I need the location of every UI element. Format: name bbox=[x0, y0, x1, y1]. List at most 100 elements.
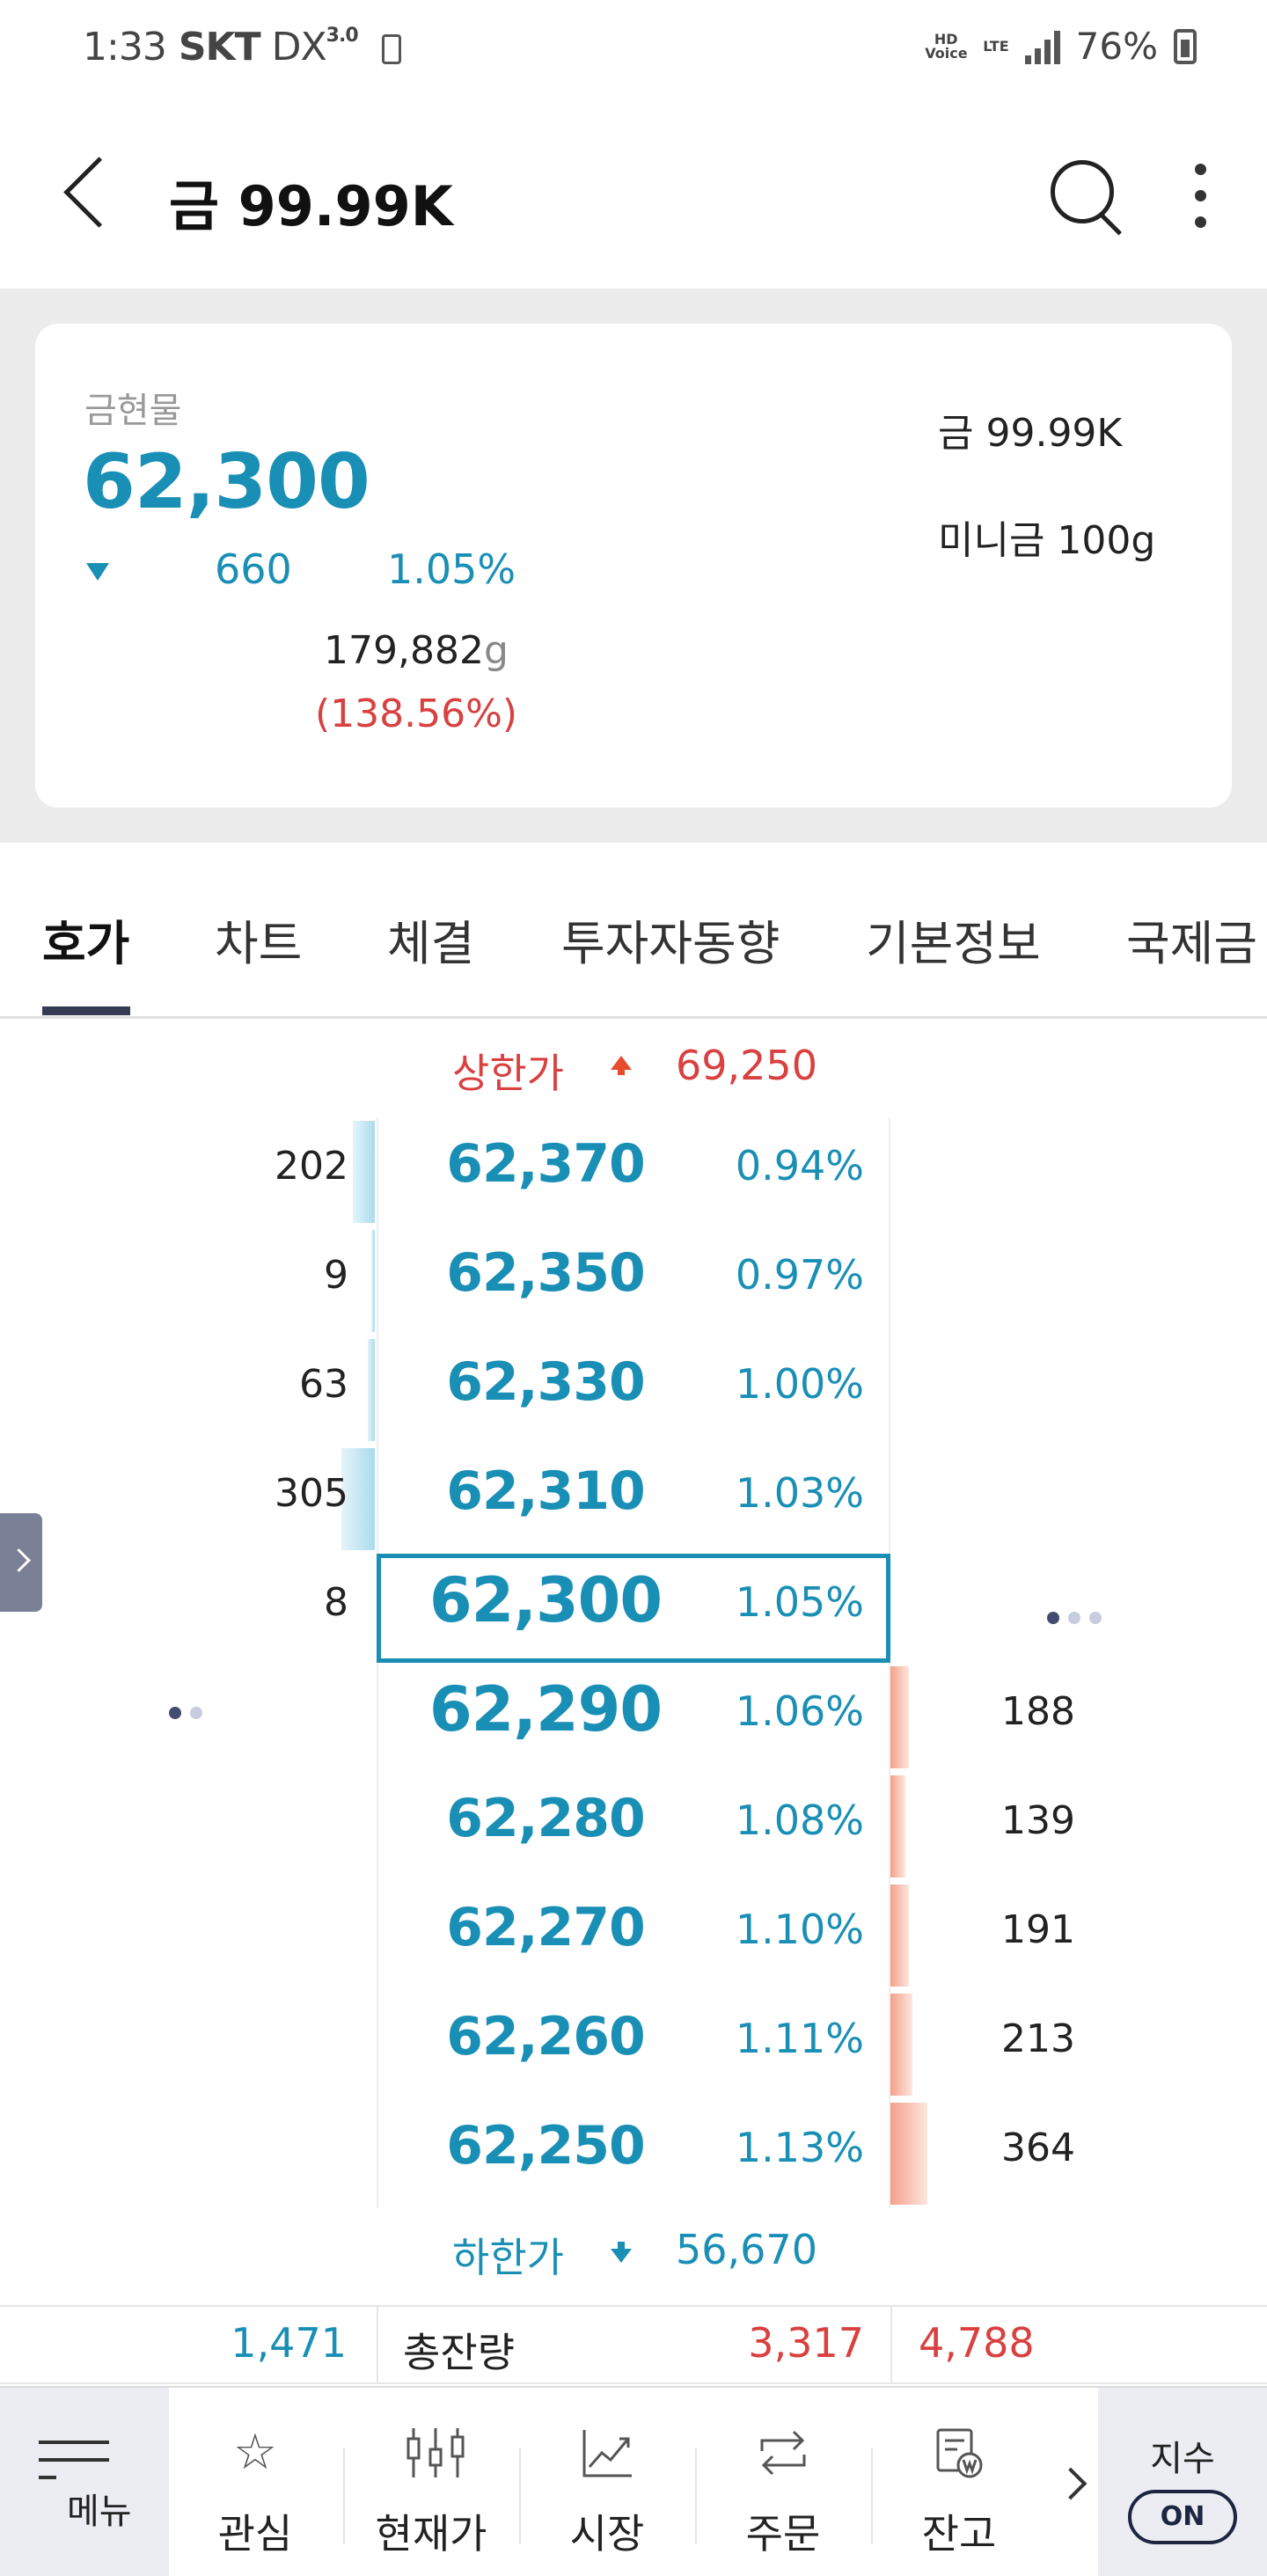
bid-row[interactable]: 62,270 1.10% 191 bbox=[0, 1881, 1267, 1990]
product-item-gold[interactable]: 금 99.99K bbox=[938, 411, 1123, 456]
hamburger-icon bbox=[39, 2441, 109, 2493]
star-icon: ☆ bbox=[232, 2424, 278, 2481]
current-price-highlight bbox=[377, 1554, 890, 1663]
down-triangle-icon bbox=[86, 563, 109, 581]
nav-market[interactable]: 시장 bbox=[519, 2388, 695, 2576]
bid-qty: 139 bbox=[1001, 1798, 1075, 1843]
ask-row[interactable]: 305 62,310 1.03% bbox=[0, 1445, 1267, 1554]
current-price: 62,300 bbox=[83, 438, 370, 526]
ask-qty: 9 bbox=[324, 1253, 348, 1298]
tab-orderbook[interactable]: 호가 bbox=[42, 916, 130, 971]
tab-chart[interactable]: 차트 bbox=[215, 916, 303, 971]
signal-icon bbox=[1024, 29, 1060, 64]
status-time: 1:33 bbox=[83, 25, 167, 70]
divider bbox=[871, 2448, 873, 2544]
nav-current-price-label: 현재가 bbox=[375, 2510, 487, 2558]
ask-total: 1,471 bbox=[231, 2319, 347, 2367]
side-panel-toggle[interactable] bbox=[0, 1513, 42, 1612]
ask-row-current[interactable]: 8 62,300 1.05% bbox=[0, 1554, 1267, 1663]
divider bbox=[519, 2448, 521, 2544]
down-arrow-icon bbox=[611, 2242, 632, 2263]
battery-percent: 76% bbox=[1075, 25, 1158, 68]
nav-order-label: 주문 bbox=[745, 2510, 821, 2558]
divider bbox=[377, 2307, 378, 2384]
bid-row[interactable]: 62,260 1.11% 213 bbox=[0, 1990, 1267, 2099]
bid-volume-bar bbox=[890, 1666, 909, 1768]
order-book: 202 62,370 0.94% 9 62,350 0.97% 63 62,33… bbox=[0, 1117, 1267, 2208]
nav-watchlist[interactable]: ☆ 관심 bbox=[167, 2388, 343, 2576]
menu-button[interactable]: 메뉴 bbox=[0, 2388, 169, 2576]
back-icon[interactable] bbox=[58, 157, 120, 236]
more-options-icon[interactable] bbox=[1190, 164, 1211, 234]
bid-pct: 1.13% bbox=[735, 2124, 864, 2171]
battery-charging-icon bbox=[381, 34, 401, 64]
search-icon[interactable] bbox=[1047, 157, 1126, 236]
ask-pct: 0.94% bbox=[735, 1142, 864, 1189]
bid-row[interactable]: 62,250 1.13% 364 bbox=[0, 2099, 1267, 2208]
divider bbox=[890, 2307, 892, 2384]
bid-qty: 191 bbox=[1001, 1907, 1075, 1952]
bid-qty: 188 bbox=[1001, 1689, 1075, 1734]
ask-price: 62,370 bbox=[446, 1133, 646, 1195]
status-network-tag: 3.0 bbox=[326, 25, 359, 47]
nav-balance-label: 잔고 bbox=[921, 2510, 997, 2558]
ask-qty: 305 bbox=[275, 1471, 348, 1516]
ask-pct: 1.05% bbox=[735, 1578, 864, 1626]
lower-limit-value: 56,670 bbox=[676, 2226, 817, 2273]
tab-international-gold[interactable]: 국제금 bbox=[1126, 916, 1258, 971]
ask-volume-bar bbox=[353, 1121, 375, 1223]
upper-limit: 상한가 69,250 bbox=[0, 1038, 1267, 1100]
bid-row[interactable]: 62,290 1.06% 188 bbox=[0, 1663, 1267, 1772]
total-label: 총잔량 bbox=[403, 2329, 515, 2376]
tab-trades[interactable]: 체결 bbox=[387, 916, 475, 971]
ask-row[interactable]: 202 62,370 0.94% bbox=[0, 1117, 1267, 1226]
ask-price: 62,330 bbox=[446, 1351, 646, 1413]
bid-price: 62,280 bbox=[446, 1788, 646, 1849]
active-tab-indicator bbox=[42, 1006, 130, 1015]
ask-volume-bar bbox=[371, 1230, 375, 1332]
tab-investors[interactable]: 투자자동향 bbox=[561, 916, 780, 971]
ask-row[interactable]: 63 62,330 1.00% bbox=[0, 1336, 1267, 1445]
bid-row[interactable]: 62,280 1.08% 139 bbox=[0, 1772, 1267, 1881]
chevron-right-icon[interactable] bbox=[1056, 2458, 1091, 2511]
bid-total: 3,317 bbox=[748, 2319, 864, 2367]
status-carrier: SKT bbox=[178, 25, 261, 70]
bid-volume-bar bbox=[890, 1994, 912, 2096]
tab-basic-info[interactable]: 기본정보 bbox=[866, 916, 1041, 971]
nav-current-price[interactable]: 현재가 bbox=[343, 2388, 519, 2576]
lower-limit-label: 하한가 bbox=[452, 2234, 564, 2281]
menu-label: 메뉴 bbox=[67, 2492, 132, 2532]
ask-row[interactable]: 9 62,350 0.97% bbox=[0, 1226, 1267, 1336]
nav-market-label: 시장 bbox=[569, 2510, 645, 2558]
price-change-percent: 1.05% bbox=[387, 545, 516, 593]
bid-price: 62,270 bbox=[446, 1897, 646, 1958]
nav-watchlist-label: 관심 bbox=[217, 2510, 293, 2558]
bid-pct: 1.11% bbox=[735, 2015, 864, 2062]
ask-pct: 1.03% bbox=[735, 1469, 864, 1517]
status-network: DX bbox=[271, 25, 327, 70]
candlestick-icon bbox=[405, 2426, 465, 2479]
upper-limit-value: 69,250 bbox=[676, 1042, 817, 1089]
divider bbox=[343, 2448, 345, 2544]
trade-volume: 179,882g bbox=[324, 628, 509, 673]
ask-volume-bar bbox=[368, 1339, 375, 1441]
bottom-navigation: 메뉴 ☆ 관심 현재가 시장 주문 잔고 지수 ON bbox=[0, 2386, 1267, 2576]
status-right: HD Voice LTE 76% bbox=[925, 25, 1197, 68]
hd-voice-icon: HD Voice bbox=[925, 30, 968, 62]
bid-volume-bar bbox=[890, 2103, 927, 2205]
page-title: 금 99.99K bbox=[169, 174, 453, 238]
up-arrow-icon bbox=[611, 1056, 632, 1075]
divider bbox=[695, 2448, 697, 2544]
status-bar: 1:33 SKT DX3.0 HD Voice LTE 76% bbox=[0, 0, 1267, 95]
index-toggle[interactable]: ON bbox=[1128, 2490, 1237, 2544]
total-remaining-row: 1,471 총잔량 3,317 4,788 bbox=[0, 2305, 1267, 2384]
current-price-cell: 62,300 bbox=[428, 1564, 663, 1636]
bid-pct: 1.08% bbox=[735, 1797, 864, 1844]
nav-balance[interactable]: 잔고 bbox=[871, 2388, 1047, 2576]
product-item-mini-gold[interactable]: 미니금 100g bbox=[938, 518, 1156, 563]
bid-volume-bar bbox=[890, 1884, 909, 1987]
extra-total: 4,788 bbox=[919, 2319, 1035, 2367]
swap-arrows-icon bbox=[757, 2426, 809, 2479]
trend-chart-icon bbox=[581, 2426, 634, 2479]
nav-order[interactable]: 주문 bbox=[695, 2388, 871, 2576]
